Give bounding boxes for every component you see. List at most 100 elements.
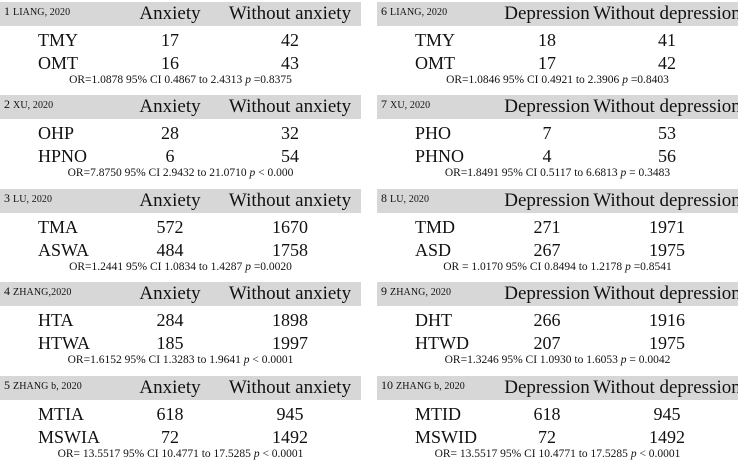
odds-ratio-summary: OR=1.8491 95% CI 0.5117 to 6.6813 p = 0.… [377, 166, 738, 180]
p-label: p [620, 167, 627, 180]
panel-number: 8 [381, 190, 387, 205]
table-row: HTA 284 1898 [0, 309, 361, 331]
p-value: =0.8541 [630, 260, 672, 273]
row-value-condition: 207 [533, 333, 561, 354]
row-label: OMT [415, 53, 455, 73]
row-value-condition: 72 [538, 426, 556, 447]
row-value-without: 1975 [649, 333, 685, 354]
panel-number: 3 [4, 190, 10, 205]
table-row: PHO 7 53 [377, 122, 738, 144]
panel-study-label: 6 LIANG, 2020 [381, 4, 447, 20]
row-label: DHT [415, 310, 452, 331]
odds-ratio-text: OR= 13.5517 95% CI 10.4771 to 17.5285 [57, 447, 254, 460]
odds-ratio-text: OR=1.3246 95% CI 1.0930 to 1.6053 [444, 354, 621, 367]
row-value-without: 56 [658, 146, 676, 167]
panel-number: 6 [381, 4, 387, 18]
table-row: MTIA 618 945 [0, 403, 361, 425]
row-value-without: 1916 [649, 310, 685, 331]
p-label: p [249, 167, 256, 180]
column-header-condition: Anxiety [139, 376, 201, 398]
row-value-without: 32 [281, 123, 299, 144]
p-value: =0.8375 [250, 74, 292, 86]
row-value-condition: 267 [533, 239, 561, 260]
odds-ratio-text: OR=1.8491 95% CI 0.5117 to 6.6813 [444, 167, 621, 180]
panel-study-label: 3 LU, 2020 [4, 191, 52, 207]
study-panel: 5 ZHANG b, 2020 Anxiety Without anxiety … [0, 374, 361, 467]
row-value-condition: 284 [156, 310, 184, 331]
study-panel: 8 LU, 2020 Depression Without depression… [377, 187, 738, 280]
panel-study-label: 2 XU, 2020 [4, 97, 53, 113]
row-value-condition: 18 [538, 30, 556, 50]
study-panel: 10 ZHANG b, 2020 Depression Without depr… [377, 374, 738, 467]
row-value-without: 1492 [649, 426, 685, 447]
panel-header-bar [0, 282, 361, 307]
row-value-condition: 4 [542, 146, 552, 167]
row-value-without: 1898 [272, 310, 308, 331]
panel-study-label: 9 ZHANG, 2020 [381, 284, 451, 300]
p-value: < 0.0001 [636, 447, 681, 460]
panel-header-bar [377, 375, 738, 400]
table-row: MTID 618 945 [377, 403, 738, 425]
row-label: HTA [38, 310, 74, 331]
row-value-condition: 72 [161, 426, 179, 447]
panel-study-label: 5 ZHANG b, 2020 [4, 378, 82, 394]
p-value: < 0.000 [255, 167, 294, 180]
panel-study-label: 7 XU, 2020 [381, 97, 430, 113]
table-row: TMD 271 1971 [377, 216, 738, 238]
table-row: OMT 16 43 [0, 52, 361, 74]
column-header-without: Without depression [593, 283, 738, 305]
table-row: ASWA 484 1758 [0, 239, 361, 261]
odds-ratio-summary: OR = 1.0170 95% CI 0.8494 to 1.2178 p =0… [377, 260, 738, 274]
row-value-condition: 6 [165, 146, 175, 167]
column-header-without: Without depression [593, 189, 738, 211]
column-header-condition: Anxiety [139, 189, 201, 211]
row-value-without: 42 [281, 30, 299, 50]
panel-author: LU, 2020 [390, 193, 430, 205]
row-label: PHNO [415, 146, 465, 167]
row-value-without: 53 [658, 123, 676, 144]
p-value: =0.0020 [250, 260, 292, 273]
column-header-without: Without depression [593, 376, 738, 398]
column-header-condition: Anxiety [139, 283, 201, 305]
row-value-condition: 17 [538, 53, 556, 73]
row-label: MSWIA [38, 426, 100, 447]
p-value: = 0.0042 [626, 354, 671, 367]
row-label: OMT [38, 53, 78, 73]
panel-author: XU, 2020 [13, 100, 54, 112]
table-row: HPNO 6 54 [0, 145, 361, 167]
row-value-condition: 271 [533, 216, 561, 237]
panel-author: LU, 2020 [13, 193, 53, 205]
panel-header-bar [377, 188, 738, 213]
column-header-condition: Depression [504, 376, 590, 398]
row-value-condition: 185 [156, 333, 184, 354]
p-label: p [243, 354, 250, 367]
panel-author: XU, 2020 [390, 100, 431, 112]
study-panel: 9 ZHANG, 2020 Depression Without depress… [377, 280, 738, 373]
column-header-without: Without anxiety [228, 283, 352, 305]
row-value-without: 1758 [272, 239, 308, 260]
panel-header-bar [0, 375, 361, 400]
p-label: p [620, 354, 627, 367]
odds-ratio-text: OR=1.0846 95% CI 0.4921 to 2.3906 [446, 74, 623, 86]
row-label: TMD [415, 216, 455, 237]
row-value-without: 1670 [272, 216, 308, 237]
column-header-condition: Depression [504, 283, 590, 305]
row-value-condition: 618 [156, 403, 184, 424]
row-label: MSWID [415, 426, 477, 447]
odds-ratio-text: OR=1.2441 95% CI 1.0834 to 1.4287 [69, 260, 246, 273]
table-row: HTWD 207 1975 [377, 332, 738, 354]
panel-author: ZHANG b, 2020 [13, 380, 82, 392]
table-row: TMY 17 42 [0, 29, 361, 51]
column-header-condition: Depression [504, 3, 590, 24]
row-value-condition: 28 [161, 123, 179, 144]
table-row: ASD 267 1975 [377, 239, 738, 261]
p-value: < 0.0001 [249, 354, 294, 367]
study-panel: 4 ZHANG,2020 Anxiety Without anxiety HTA… [0, 280, 361, 373]
row-value-without: 1971 [649, 216, 685, 237]
panel-header-bar [0, 95, 361, 120]
odds-ratio-text: OR=1.0878 95% CI 0.4867 to 2.4313 [69, 74, 246, 86]
odds-ratio-summary: OR=7.8750 95% CI 2.9432 to 21.0710 p < 0… [0, 166, 361, 180]
panel-author: LIANG, 2020 [13, 7, 71, 18]
odds-ratio-text: OR=1.6152 95% CI 1.3283 to 1.9641 [67, 354, 244, 367]
